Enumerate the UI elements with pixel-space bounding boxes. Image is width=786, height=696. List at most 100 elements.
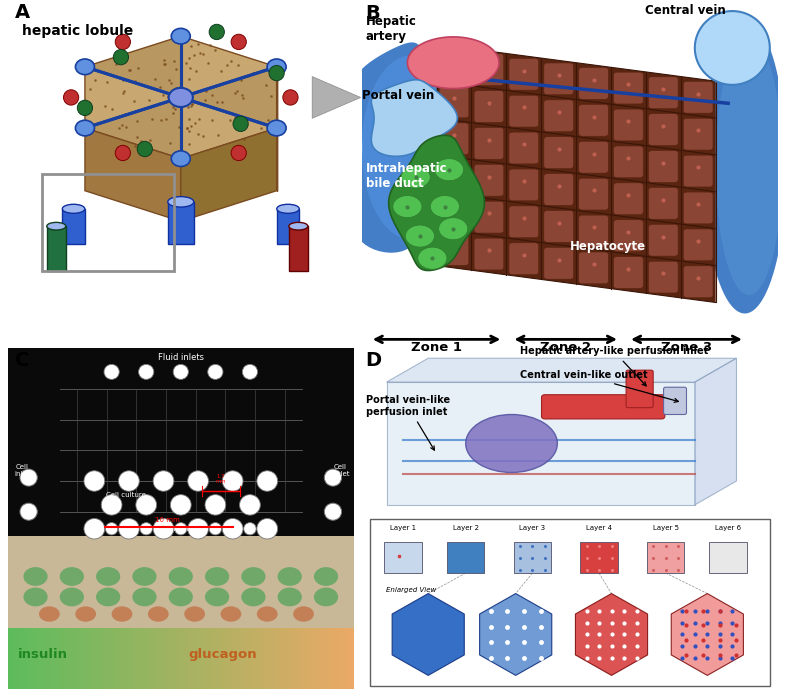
Circle shape bbox=[240, 495, 260, 515]
FancyBboxPatch shape bbox=[474, 127, 504, 159]
FancyBboxPatch shape bbox=[544, 173, 574, 205]
Circle shape bbox=[209, 24, 224, 40]
FancyBboxPatch shape bbox=[544, 136, 574, 168]
Bar bbox=[146, 628, 151, 689]
Text: Hepatic
artery: Hepatic artery bbox=[365, 15, 417, 42]
Ellipse shape bbox=[24, 567, 48, 586]
Text: 1.7
mm: 1.7 mm bbox=[215, 473, 226, 484]
Ellipse shape bbox=[241, 587, 266, 606]
FancyBboxPatch shape bbox=[626, 370, 653, 408]
FancyBboxPatch shape bbox=[578, 104, 608, 136]
Bar bbox=[13, 628, 17, 689]
Bar bbox=[293, 628, 297, 689]
Bar bbox=[8, 348, 354, 536]
Bar bbox=[207, 628, 211, 689]
Polygon shape bbox=[181, 36, 277, 97]
Circle shape bbox=[171, 495, 191, 515]
Text: 10 mm: 10 mm bbox=[155, 516, 179, 523]
Text: Central vein: Central vein bbox=[645, 3, 725, 17]
FancyBboxPatch shape bbox=[648, 113, 678, 145]
Circle shape bbox=[188, 519, 208, 539]
Polygon shape bbox=[513, 542, 551, 573]
Text: D: D bbox=[365, 351, 382, 370]
FancyBboxPatch shape bbox=[578, 178, 608, 210]
Bar bbox=[181, 628, 185, 689]
Bar bbox=[134, 628, 138, 689]
Bar bbox=[310, 628, 314, 689]
Polygon shape bbox=[312, 77, 361, 118]
Bar bbox=[233, 628, 237, 689]
Bar bbox=[155, 628, 160, 689]
Ellipse shape bbox=[205, 587, 230, 606]
Polygon shape bbox=[575, 594, 648, 675]
FancyBboxPatch shape bbox=[578, 215, 608, 247]
Ellipse shape bbox=[169, 88, 193, 107]
Text: Enlarged View: Enlarged View bbox=[387, 587, 437, 593]
FancyBboxPatch shape bbox=[648, 150, 678, 182]
Text: Zone 2: Zone 2 bbox=[540, 341, 591, 354]
Bar bbox=[142, 628, 146, 689]
FancyBboxPatch shape bbox=[614, 146, 643, 177]
FancyBboxPatch shape bbox=[683, 229, 713, 261]
Bar bbox=[47, 628, 51, 689]
Polygon shape bbox=[479, 594, 552, 675]
Polygon shape bbox=[407, 37, 499, 88]
Polygon shape bbox=[392, 594, 465, 675]
FancyBboxPatch shape bbox=[509, 95, 538, 127]
Circle shape bbox=[257, 470, 277, 491]
Bar bbox=[307, 628, 310, 689]
Bar bbox=[281, 628, 285, 689]
Polygon shape bbox=[181, 67, 277, 128]
Ellipse shape bbox=[277, 567, 302, 586]
Bar bbox=[228, 628, 233, 689]
FancyBboxPatch shape bbox=[439, 123, 468, 155]
Bar bbox=[72, 628, 77, 689]
Bar bbox=[185, 628, 189, 689]
Bar bbox=[220, 628, 224, 689]
Ellipse shape bbox=[277, 204, 299, 213]
Bar bbox=[99, 628, 103, 689]
Bar bbox=[319, 628, 324, 689]
Ellipse shape bbox=[75, 606, 96, 622]
Polygon shape bbox=[181, 97, 277, 159]
Circle shape bbox=[116, 145, 130, 161]
FancyBboxPatch shape bbox=[663, 387, 686, 415]
Text: Cell
outlet: Cell outlet bbox=[329, 464, 350, 477]
FancyBboxPatch shape bbox=[614, 72, 643, 104]
Bar bbox=[21, 628, 25, 689]
Circle shape bbox=[84, 470, 105, 491]
Circle shape bbox=[231, 34, 246, 49]
Circle shape bbox=[269, 65, 285, 81]
FancyBboxPatch shape bbox=[683, 266, 713, 298]
Polygon shape bbox=[384, 542, 422, 573]
Circle shape bbox=[233, 116, 248, 132]
Bar bbox=[289, 226, 308, 271]
Bar bbox=[51, 628, 55, 689]
FancyBboxPatch shape bbox=[648, 224, 678, 256]
Bar bbox=[64, 628, 68, 689]
Circle shape bbox=[222, 519, 243, 539]
Bar bbox=[276, 628, 281, 689]
Polygon shape bbox=[85, 67, 181, 128]
Circle shape bbox=[113, 49, 129, 65]
Text: Layer 2: Layer 2 bbox=[453, 525, 479, 531]
Circle shape bbox=[188, 470, 208, 491]
FancyBboxPatch shape bbox=[544, 63, 574, 95]
FancyBboxPatch shape bbox=[509, 206, 538, 237]
Ellipse shape bbox=[205, 567, 230, 586]
Bar bbox=[277, 209, 299, 244]
Text: Fluid inlets: Fluid inlets bbox=[158, 353, 204, 362]
Bar bbox=[336, 628, 340, 689]
FancyBboxPatch shape bbox=[614, 109, 643, 141]
Circle shape bbox=[325, 503, 342, 520]
Text: Zone 1: Zone 1 bbox=[411, 341, 462, 354]
Text: B: B bbox=[365, 3, 380, 23]
FancyBboxPatch shape bbox=[439, 49, 468, 81]
Ellipse shape bbox=[112, 606, 132, 622]
Circle shape bbox=[257, 519, 277, 539]
Bar bbox=[211, 628, 215, 689]
Polygon shape bbox=[362, 56, 461, 239]
Circle shape bbox=[20, 503, 37, 520]
Bar bbox=[86, 628, 90, 689]
Text: + Fluid outlets: + Fluid outlets bbox=[155, 526, 207, 532]
